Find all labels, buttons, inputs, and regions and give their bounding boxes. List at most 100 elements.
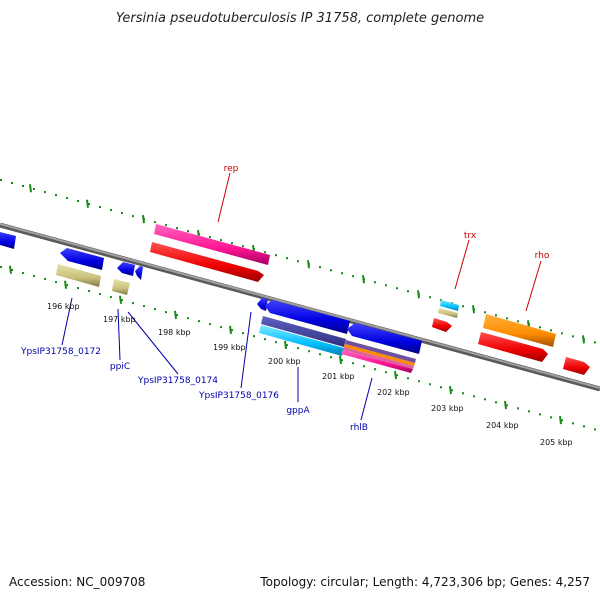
repeat-feature-rep[interactable] — [154, 224, 270, 265]
minor-tick — [11, 182, 13, 185]
cds-rho[interactable] — [478, 332, 548, 362]
minor-tick — [121, 212, 123, 215]
gene-label-rho[interactable]: rho — [535, 251, 550, 261]
minor-tick — [99, 293, 101, 296]
minor-tick — [341, 272, 343, 275]
gene-labels: rep trx rho YpsIP31758_0172 ppiC YpsIP31… — [20, 164, 550, 433]
minor-tick — [484, 311, 486, 314]
feature-trx-khaki[interactable] — [438, 308, 458, 318]
minor-tick — [583, 425, 585, 428]
major-tick — [504, 400, 507, 410]
genome-backbone — [0, 222, 600, 392]
major-tick — [417, 290, 420, 299]
minor-tick — [352, 275, 354, 278]
minor-tick — [110, 209, 112, 212]
feature-rhlb-stack[interactable] — [341, 340, 416, 373]
minor-tick — [517, 407, 519, 410]
feature-gppa-purple[interactable] — [261, 316, 346, 347]
cds-trx[interactable] — [440, 300, 459, 311]
feature-rho[interactable] — [483, 314, 556, 347]
minor-tick — [561, 419, 563, 422]
kbp-label: 202 kbp — [377, 388, 410, 397]
minor-tick — [187, 230, 189, 233]
minor-tick — [0, 179, 2, 181]
cds-ypsip31758-0172[interactable] — [60, 248, 104, 270]
gene-label-ypsip31758-0174[interactable]: YpsIP31758_0174 — [137, 376, 218, 386]
minor-tick — [22, 185, 24, 188]
kbp-label: 203 kbp — [431, 404, 464, 413]
minor-tick — [539, 413, 541, 416]
major-tick — [307, 260, 310, 269]
minor-tick — [462, 305, 464, 308]
major-tick — [86, 199, 89, 208]
minor-tick — [550, 416, 552, 419]
major-tick — [472, 305, 475, 314]
gene-label-ypsip31758-0172[interactable]: YpsIP31758_0172 — [20, 347, 101, 357]
leader-lines — [61, 172, 542, 421]
cds-rep[interactable] — [150, 242, 264, 282]
gene-label-ypsip31758-0176[interactable]: YpsIP31758_0176 — [198, 391, 279, 401]
minor-tick — [550, 329, 552, 332]
major-tick — [64, 280, 67, 289]
minor-tick — [385, 284, 387, 287]
minor-tick — [407, 377, 409, 380]
cds-left-edge[interactable] — [0, 232, 16, 249]
minor-tick — [407, 290, 409, 293]
minor-tick — [572, 335, 574, 338]
kbp-label: 196 kbp — [47, 302, 80, 311]
gene-label-rep[interactable]: rep — [224, 164, 239, 174]
minor-tick — [44, 191, 46, 194]
gene-label-rhlb[interactable]: rhlB — [350, 423, 368, 433]
minor-tick — [495, 314, 497, 317]
cds-ypsip31758-0176[interactable] — [257, 298, 268, 311]
minor-tick — [330, 269, 332, 272]
major-tick — [582, 335, 585, 344]
minor-tick — [517, 320, 519, 323]
gene-label-trx[interactable]: trx — [464, 231, 477, 241]
minor-tick — [484, 398, 486, 401]
minor-tick — [429, 383, 431, 386]
minor-tick — [374, 281, 376, 284]
cds-ypsip31758-0174[interactable] — [135, 266, 143, 280]
minor-tick — [44, 278, 46, 281]
minor-tick — [165, 224, 167, 227]
minor-tick — [55, 281, 57, 284]
minor-tick — [165, 311, 167, 314]
minor-tick — [209, 236, 211, 239]
minor-tick — [286, 257, 288, 260]
minor-tick — [539, 326, 541, 329]
minor-tick — [594, 341, 596, 344]
minor-tick — [231, 242, 233, 245]
minor-tick — [451, 389, 453, 392]
gene-label-ppic[interactable]: ppiC — [110, 362, 130, 372]
minor-tick — [132, 302, 134, 305]
gene-label-gppa[interactable]: gppA — [286, 406, 310, 416]
feature-ppic-khaki[interactable] — [112, 279, 130, 295]
minor-tick — [110, 296, 112, 299]
feature-gppa-cyan[interactable] — [259, 325, 344, 356]
major-tick — [119, 295, 122, 304]
cds-right-edge[interactable] — [563, 357, 590, 375]
kbp-label: 200 kbp — [268, 357, 301, 366]
minor-tick — [374, 368, 376, 371]
cds-rhlb[interactable] — [347, 323, 422, 354]
minor-tick — [33, 188, 35, 191]
minor-tick — [187, 317, 189, 320]
minor-tick — [528, 410, 530, 413]
genome-summary-text: Topology: circular; Length: 4,723,306 bp… — [259, 575, 590, 589]
feature-0172-khaki[interactable] — [56, 264, 101, 287]
minor-tick — [88, 203, 90, 206]
minor-tick — [418, 380, 420, 383]
minor-tick — [572, 422, 574, 425]
major-tick — [229, 325, 232, 334]
cds-ppic[interactable] — [117, 262, 135, 276]
cds-upper-small[interactable] — [432, 318, 452, 332]
cds-gppa-upper[interactable] — [265, 300, 350, 334]
minor-tick — [506, 317, 508, 320]
minor-tick — [275, 341, 277, 344]
minor-tick — [429, 296, 431, 299]
minor-tick — [308, 350, 310, 353]
minor-tick — [319, 353, 321, 356]
minor-tick — [176, 227, 178, 230]
